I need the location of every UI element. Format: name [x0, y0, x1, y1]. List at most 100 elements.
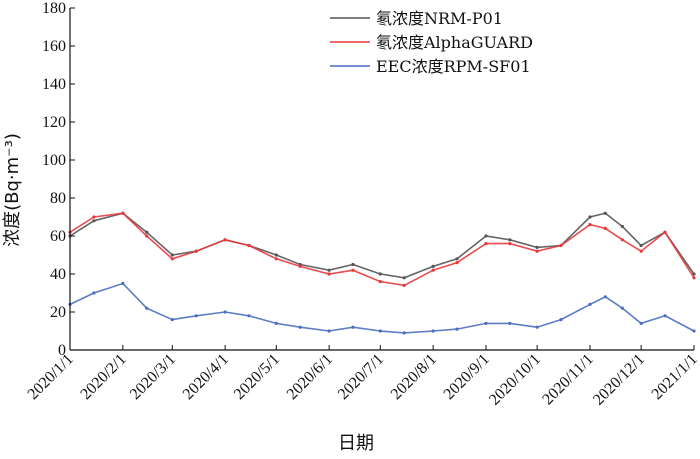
- series-line-1: [69, 212, 695, 279]
- series-2-point: [639, 249, 643, 253]
- y-tick-label: 100: [42, 152, 66, 169]
- series-3-point: [663, 314, 667, 318]
- series-3-point: [620, 306, 625, 310]
- series-2-point: [378, 280, 382, 284]
- series-3-point: [351, 325, 355, 329]
- series-1-point: [588, 215, 592, 219]
- series-3-point: [508, 321, 512, 325]
- series-3-point: [327, 329, 331, 333]
- y-tick-label: 40: [50, 266, 66, 283]
- series-3-point: [588, 302, 592, 306]
- series-3-point: [223, 310, 227, 314]
- series-2-point: [402, 283, 406, 287]
- series-2-point: [603, 226, 607, 230]
- series-line-3: [69, 282, 695, 334]
- series-3-point: [535, 325, 539, 329]
- series-1-point: [508, 238, 512, 242]
- series-2-point: [145, 234, 149, 238]
- x-tick-label: 2020/4/1: [180, 351, 232, 403]
- series-1-point: [639, 243, 643, 248]
- y-tick-label: 160: [42, 38, 66, 55]
- series-1-point: [431, 264, 435, 268]
- series-3-point: [692, 329, 696, 333]
- x-tick-label: 2020/8/1: [388, 351, 440, 403]
- series-3-point: [455, 327, 459, 331]
- y-tick-layer: 0 20 40 60 80 100 120 140 160 180: [42, 0, 75, 359]
- series-layer: [68, 211, 696, 335]
- legend-label: EEC浓度RPM-SF01: [376, 57, 531, 76]
- series-2-point: [223, 238, 227, 242]
- series-1-point: [535, 245, 539, 249]
- x-tick-label: 2020/1/1: [25, 351, 77, 403]
- x-axis-title: 日期: [338, 433, 374, 454]
- y-axis-title: 浓度(Bq·m⁻³): [2, 133, 23, 247]
- y-tick-label: 140: [42, 76, 66, 93]
- series-3-point: [170, 318, 174, 322]
- series-1-point: [327, 268, 331, 272]
- x-tick-label: 2020/10/1: [486, 351, 544, 409]
- series-2-point: [484, 242, 488, 246]
- series-3-point: [298, 325, 302, 329]
- series-2-point: [620, 238, 625, 242]
- series-1-point: [603, 211, 607, 215]
- x-tick-label: 2020/9/1: [441, 351, 493, 403]
- series-1-point: [92, 219, 96, 223]
- series-2-point: [692, 276, 696, 280]
- series-1-point: [484, 234, 488, 238]
- x-tick-label: 2021/1/1: [649, 351, 700, 403]
- series-2-point: [351, 268, 355, 272]
- series-2-point: [535, 249, 539, 253]
- series-2-point: [170, 257, 174, 261]
- x-tick-label: 2020/11/1: [539, 351, 596, 408]
- series-3-point: [194, 314, 198, 318]
- series-1-point: [620, 224, 625, 229]
- series-2-point: [327, 272, 331, 276]
- series-line-2: [69, 212, 695, 287]
- y-tick-label: 20: [50, 304, 66, 321]
- series-2-point: [274, 257, 278, 261]
- series-1-point: [170, 253, 174, 257]
- series-3-point: [121, 281, 125, 286]
- legend-label: 氡浓度AlphaGUARD: [376, 33, 533, 52]
- y-tick-label: 0: [58, 342, 66, 359]
- series-2-point: [455, 261, 459, 265]
- series-2-point: [121, 211, 125, 215]
- series-2-point: [92, 215, 96, 219]
- series-3-point: [247, 314, 251, 318]
- x-tick-label: 2020/5/1: [231, 351, 283, 403]
- series-2-point: [559, 243, 563, 248]
- series-3-point: [559, 318, 563, 322]
- series-1-point: [402, 276, 406, 280]
- y-tick-label: 120: [42, 114, 66, 131]
- x-tick-label: 2020/6/1: [284, 351, 336, 403]
- series-1-point: [274, 253, 278, 257]
- series-1-point: [378, 272, 382, 276]
- x-tick-label: 2020/3/1: [127, 351, 179, 403]
- series-1-point: [351, 262, 355, 267]
- y-tick-label: 60: [50, 228, 66, 245]
- series-3-point: [639, 321, 643, 325]
- y-tick-label: 180: [42, 0, 66, 17]
- series-2-point: [588, 223, 592, 227]
- x-tick-label: 2020/2/1: [77, 351, 129, 403]
- series-2-point: [431, 268, 435, 272]
- series-2-point: [298, 264, 302, 268]
- series-1-point: [692, 272, 696, 276]
- x-tick-label: 2020/12/1: [590, 351, 648, 409]
- series-2-point: [663, 230, 667, 234]
- series-3-point: [92, 291, 96, 295]
- series-3-point: [274, 321, 278, 325]
- series-3-point: [603, 295, 607, 299]
- legend: 氡浓度NRM-P01 氡浓度AlphaGUARD EEC浓度RPM-SF01: [330, 9, 533, 76]
- series-3-point: [378, 329, 382, 333]
- series-2-point: [194, 249, 198, 253]
- y-tick-label: 80: [50, 190, 66, 207]
- series-3-point: [431, 329, 435, 333]
- series-1-point: [455, 257, 459, 261]
- series-2-point: [247, 243, 251, 248]
- series-2-point: [508, 242, 512, 246]
- series-3-point: [484, 321, 488, 325]
- series-3-point: [145, 306, 149, 310]
